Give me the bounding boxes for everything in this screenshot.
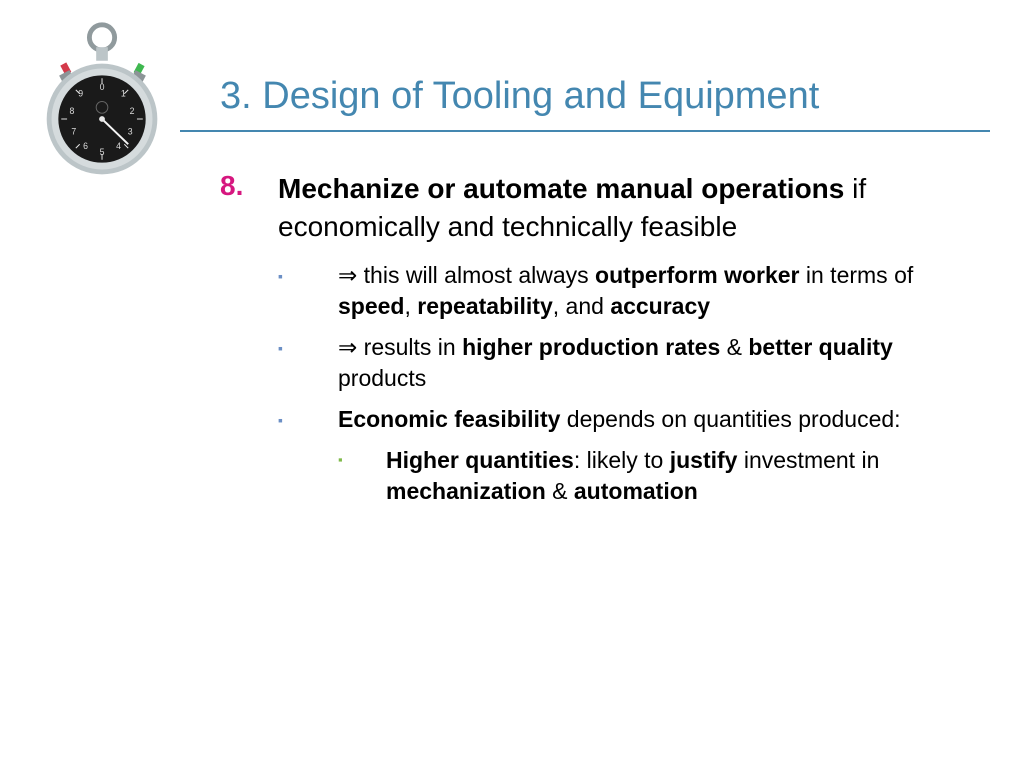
svg-text:3: 3	[128, 127, 133, 137]
main-bold: Mechanize or automate manual operations	[278, 173, 844, 204]
slide-title: 3. Design of Tooling and Equipment	[220, 75, 819, 118]
sub-bullet: ▪	[278, 404, 338, 435]
sub-bullet: ▪	[278, 260, 338, 322]
svg-text:2: 2	[130, 106, 135, 116]
slide-content: 8. Mechanize or automate manual operatio…	[220, 170, 980, 515]
title-underline	[180, 130, 990, 132]
stopwatch-icon: 0 1 2 3 4 5 6 7 8 9	[45, 20, 160, 185]
watch-stem	[96, 47, 108, 61]
sub-item: ▪Economic feasibility depends on quantit…	[278, 404, 980, 435]
svg-text:6: 6	[83, 141, 88, 151]
svg-text:0: 0	[100, 82, 105, 92]
main-text: Mechanize or automate manual operations …	[278, 170, 980, 246]
svg-text:4: 4	[116, 141, 121, 151]
sub-text: Economic feasibility depends on quantiti…	[338, 404, 901, 435]
svg-text:9: 9	[78, 89, 83, 99]
watch-ring-stroke	[89, 25, 114, 50]
subsub-list: ▪Higher quantities: likely to justify in…	[338, 445, 980, 507]
svg-text:7: 7	[71, 127, 76, 137]
svg-text:5: 5	[100, 147, 105, 157]
subsub-item: ▪Higher quantities: likely to justify in…	[338, 445, 980, 507]
svg-text:8: 8	[69, 106, 74, 116]
list-number: 8.	[220, 170, 278, 246]
sub-item: ▪⇒ this will almost always outperform wo…	[278, 260, 980, 322]
main-list-item: 8. Mechanize or automate manual operatio…	[220, 170, 980, 246]
sub-text: ⇒ this will almost always outperform wor…	[338, 260, 980, 322]
sub-list: ▪⇒ this will almost always outperform wo…	[278, 260, 980, 435]
subsub-bullet: ▪	[338, 445, 386, 507]
svg-text:1: 1	[121, 89, 126, 99]
subsub-text: Higher quantities: likely to justify inv…	[386, 445, 980, 507]
sub-item: ▪⇒ results in higher production rates & …	[278, 332, 980, 394]
sub-text: ⇒ results in higher production rates & b…	[338, 332, 980, 394]
sub-bullet: ▪	[278, 332, 338, 394]
